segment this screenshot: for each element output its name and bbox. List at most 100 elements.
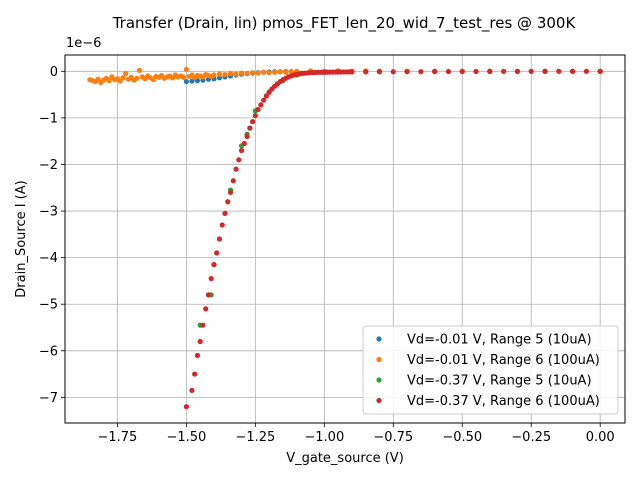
legend-marker [376, 336, 382, 342]
data-point [263, 93, 269, 99]
data-point [222, 210, 228, 216]
data-point [211, 262, 217, 268]
data-point [249, 119, 256, 125]
data-point [197, 338, 203, 345]
data-point [183, 78, 189, 85]
data-point [255, 106, 261, 113]
y-tick-label: −7 [39, 391, 58, 406]
data-point [216, 236, 223, 242]
data-point [272, 69, 278, 75]
data-point [487, 68, 493, 75]
data-point [120, 75, 126, 81]
data-point [238, 70, 245, 76]
data-point [194, 352, 201, 359]
data-point [363, 69, 369, 75]
data-point [258, 102, 264, 108]
data-point [123, 71, 129, 77]
data-point [219, 222, 225, 228]
data-point [233, 71, 239, 77]
plot-frame [64, 54, 626, 424]
y-tick-label: −4 [39, 251, 58, 266]
data-point [569, 68, 576, 74]
data-point [106, 78, 112, 84]
data-point [501, 68, 507, 74]
legend-marker [376, 377, 382, 383]
legend: Vd=-0.01 V, Range 5 (10uA) Vd=-0.01 V, Ra… [362, 325, 619, 415]
data-point [211, 72, 217, 78]
x-tick-label: −1.75 [97, 430, 137, 445]
data-point [349, 69, 355, 75]
data-point [203, 306, 209, 312]
data-point [597, 68, 603, 74]
data-point [459, 68, 465, 75]
y-tick-label: −1 [39, 111, 58, 126]
legend-marker [376, 356, 382, 363]
data-point [445, 68, 452, 75]
data-point [233, 166, 239, 172]
data-point [528, 68, 534, 74]
data-point [189, 387, 195, 393]
data-point [404, 69, 410, 75]
data-points [87, 66, 603, 410]
data-point [473, 68, 479, 75]
data-point [136, 67, 143, 73]
data-point [238, 147, 245, 154]
data-point [183, 404, 189, 410]
data-point [241, 140, 247, 147]
data-point [283, 69, 289, 75]
data-point [583, 68, 589, 74]
legend-entry-label: Vd=-0.37 V, Range 6 (100uA) [407, 394, 600, 409]
data-point [222, 71, 228, 78]
y-tick-label: −5 [39, 298, 58, 313]
y-axis-label: Drain_Source I (A) [14, 180, 29, 297]
data-point [183, 66, 189, 73]
data-point [261, 69, 267, 75]
data-point [181, 74, 187, 80]
x-tick-label: −1.25 [235, 430, 275, 445]
legend-entry-label: Vd=-0.01 V, Range 5 (10uA) [407, 333, 592, 348]
data-point [418, 69, 424, 75]
data-point [230, 178, 236, 184]
y-tick-label: −3 [39, 205, 58, 220]
data-point [216, 75, 223, 81]
x-tick-label: −0.75 [373, 430, 413, 445]
x-tick-label: 0.00 [586, 430, 615, 445]
legend-marker [376, 397, 382, 404]
data-point [432, 69, 438, 75]
data-point [390, 69, 396, 75]
x-tick-label: −0.25 [511, 430, 551, 445]
data-point [247, 125, 253, 131]
data-point [227, 189, 234, 196]
data-point [261, 97, 267, 103]
data-point [252, 112, 258, 119]
x-tick-label: −1.50 [166, 430, 206, 445]
x-tick-label: −0.50 [442, 430, 482, 445]
data-point [249, 70, 256, 76]
x-axis-label: V_gate_source (V) [286, 451, 404, 466]
series-4 [183, 68, 603, 410]
chart-title: Transfer (Drain, lin) pmos_FET_len_20_wi… [112, 14, 577, 33]
data-point [208, 275, 214, 282]
y-tick-label: 0 [50, 65, 58, 80]
data-point [376, 69, 383, 75]
y-tick-label: −2 [39, 158, 58, 173]
legend-entry-label: Vd=-0.01 V, Range 6 (100uA) [407, 353, 600, 368]
y-offset-label: 1e−6 [66, 36, 101, 51]
data-point [189, 78, 195, 84]
data-point [266, 70, 272, 76]
data-point [277, 69, 283, 75]
data-point [244, 133, 250, 140]
y-tick-label: −6 [39, 344, 58, 359]
data-point [244, 71, 250, 77]
data-point [134, 75, 140, 81]
data-point [216, 71, 223, 77]
data-point [255, 70, 261, 76]
data-point [514, 68, 521, 74]
data-point [542, 68, 548, 74]
data-point [556, 68, 562, 74]
data-point [214, 250, 220, 256]
x-axis-ticks: −1.75 −1.50 −1.25 −1.00 −0.75 −0.50 −0.25 0.00 [97, 423, 615, 445]
legend-box [362, 325, 619, 415]
x-tick-label: −1.00 [304, 430, 344, 445]
